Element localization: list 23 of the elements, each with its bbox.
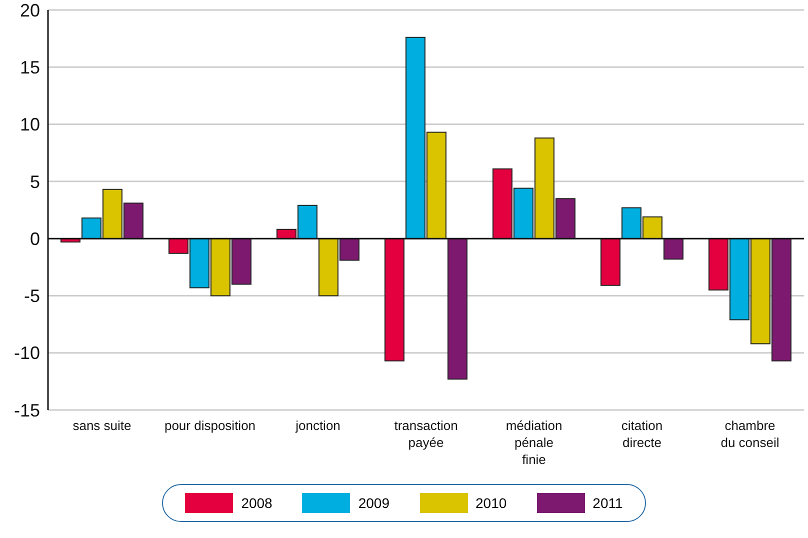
bar bbox=[384, 238, 404, 362]
y-tick-label: 20 bbox=[20, 0, 40, 20]
y-tick-label: 5 bbox=[30, 172, 40, 192]
x-tick-label: transaction payée bbox=[394, 418, 458, 450]
bar bbox=[447, 238, 468, 380]
x-tick-label: pour disposition bbox=[164, 418, 256, 433]
x-tick-label: jonction bbox=[294, 418, 340, 433]
legend-label: 2010 bbox=[476, 495, 507, 511]
y-tick-label: 15 bbox=[20, 58, 40, 78]
x-tick-label: citation directe bbox=[621, 418, 663, 450]
y-tick-label: -15 bbox=[14, 400, 40, 420]
y-tick-label: 10 bbox=[20, 114, 40, 135]
y-tick-label: -10 bbox=[14, 343, 40, 364]
y-tick-label: -5 bbox=[24, 286, 40, 306]
legend-label: 2008 bbox=[241, 495, 272, 511]
bar bbox=[600, 238, 620, 286]
y-tick-label: 0 bbox=[30, 228, 40, 249]
x-tick-label: sans suite bbox=[72, 418, 132, 433]
bar bbox=[663, 238, 684, 260]
x-tick-label: chambre du conseil bbox=[720, 418, 780, 450]
legend-label: 2011 bbox=[592, 495, 623, 511]
legend-label: 2009 bbox=[358, 495, 390, 511]
x-tick-label: médiation pénale finie bbox=[506, 418, 562, 467]
